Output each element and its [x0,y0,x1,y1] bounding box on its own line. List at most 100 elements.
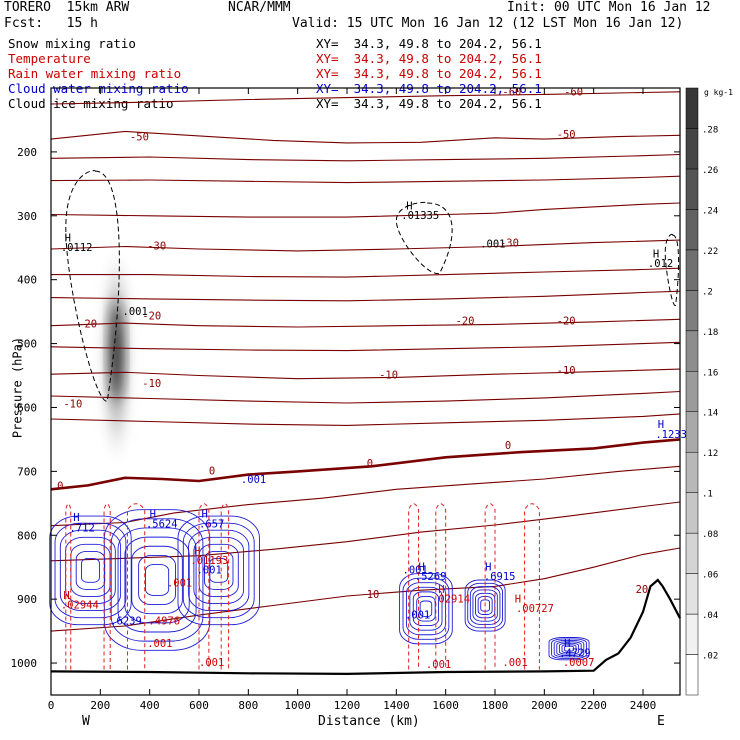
contour-label: .5269 [415,571,447,583]
contour-label: -10 [557,365,576,377]
contour-label: H [201,508,207,520]
isotherm-16 [50,547,681,632]
contour-label: H [419,561,425,573]
x-tick-label: 800 [238,699,258,712]
cloud-water-contour [81,558,100,583]
plot-frame [50,87,681,696]
contour-label: 0 [57,480,63,492]
cloud-water-contour [182,522,255,619]
isotherm-15 [50,501,681,562]
contour-label: 0 [209,466,215,478]
contour-label: .6915 [484,571,516,583]
rain-shaft-5 [408,503,420,670]
cloud-water-cell-3 [399,573,453,645]
colorbar-swatch [685,290,699,332]
terrain-layer [50,578,681,676]
y-tick-label: 700 [17,465,37,478]
cloud-water-contour [402,577,450,640]
contour-label: H [194,545,200,557]
model-name: TORERO 15km ARW [4,0,130,15]
colorbar-swatch [685,209,699,251]
colorbar-tick-label: .06 [702,571,718,581]
contour-label: -60 [502,87,521,99]
cloud-water-contour [551,638,587,659]
contour-label: 20 [636,584,649,596]
cloud-ice-region-2 [664,233,680,306]
colorbar-swatch [685,411,699,453]
x-axis-west: W [82,714,90,729]
contour-label: .0007 [563,657,595,669]
rain-shaft-8 [524,503,540,670]
contour-label: .012 [648,258,673,270]
isotherm-layer [50,91,681,632]
field-xy-temperature: XY= 34.3, 49.8 to 204.2, 56.1 [316,51,542,66]
contour-label: .00727 [516,603,554,615]
cloud-water-cell-5 [548,637,590,661]
contour-label: .001 [123,306,148,318]
colorbar-swatch [685,654,699,696]
field-xy-rain: XY= 34.3, 49.8 to 204.2, 56.1 [316,66,542,81]
cloud-water-contour [188,529,250,612]
axes-layer: 0 200 400 600 800 1000 1200 1400 1600 1800 2000 220… [11,88,680,712]
forecast-hour: Fcst: 15 h [4,16,98,31]
cloud-ice-layer [65,170,680,402]
isotherm-0 [50,91,681,105]
cloud-water-contour [553,639,585,658]
x-tick-label: 1000 [284,699,311,712]
isotherm-14 [50,465,681,527]
contour-label: 10 [367,589,380,601]
cloud-water-contour [65,536,116,604]
cloud-water-contour [145,564,170,596]
y-tick-label: 400 [17,274,37,287]
colorbar-tick-label: .22 [702,247,718,257]
y-tick-label: 1000 [11,657,38,670]
contour-label: .1233 [655,429,687,441]
cloud-water-contour [558,642,580,655]
y-tick-label: 600 [17,401,37,414]
colorbar-swatch [685,492,699,534]
contour-label: .001 [241,474,266,486]
cloud-water-contour [416,595,436,622]
cloud-water-cell-2 [177,515,260,626]
colorbar-swatch [685,532,699,574]
colorbar-swatch [685,371,699,412]
cloud-water-contour [419,600,433,617]
colorbar-tick-label: .14 [702,409,718,419]
contour-label: .001 [147,638,172,650]
cloud-water-contour [131,545,183,615]
colorbar: .02 .04 .06 .08 .1 .12 .14 .16 .18 .2 .22 .24 .26 .28 [685,87,718,696]
colorbar-tick-label: .24 [702,206,718,216]
x-tick-label: 2400 [630,699,657,712]
contour-label: .4976 [148,616,180,628]
snow-plume-core [109,299,124,400]
cloud-water-contour [561,644,577,654]
cloud-water-contour [399,573,453,645]
colorbar-swatch [685,613,699,655]
colorbar-swatch [685,87,699,129]
colorbar-tick-label: .02 [702,652,718,662]
isotherm-3 [50,175,681,184]
isotherm-10 [50,368,681,380]
x-tick-label: 2200 [580,699,607,712]
colorbar-tick-label: .1 [702,490,713,500]
contour-label: -20 [557,315,576,327]
contour-label: .001 [199,657,224,669]
contour-label: .001 [167,577,192,589]
y-tick-label: 200 [17,146,37,159]
contour-label: .001 [405,609,430,621]
cloud-ice-region-1 [395,201,453,274]
x-tick-label: 1400 [383,699,410,712]
colorbar-swatch [685,573,699,615]
x-tick-label: 600 [189,699,209,712]
contour-label: .657 [199,519,224,531]
colorbar-swatch [685,249,699,291]
snow-shading-layer [101,244,132,469]
colorbar-swatch [685,168,699,210]
isotherm-6 [51,267,681,278]
contour-label: -20 [456,315,475,327]
isotherm-12 [50,413,681,426]
colorbar-swatch [685,451,699,493]
cloud-water-contour [556,641,582,656]
cloud-water-contour [75,550,106,590]
